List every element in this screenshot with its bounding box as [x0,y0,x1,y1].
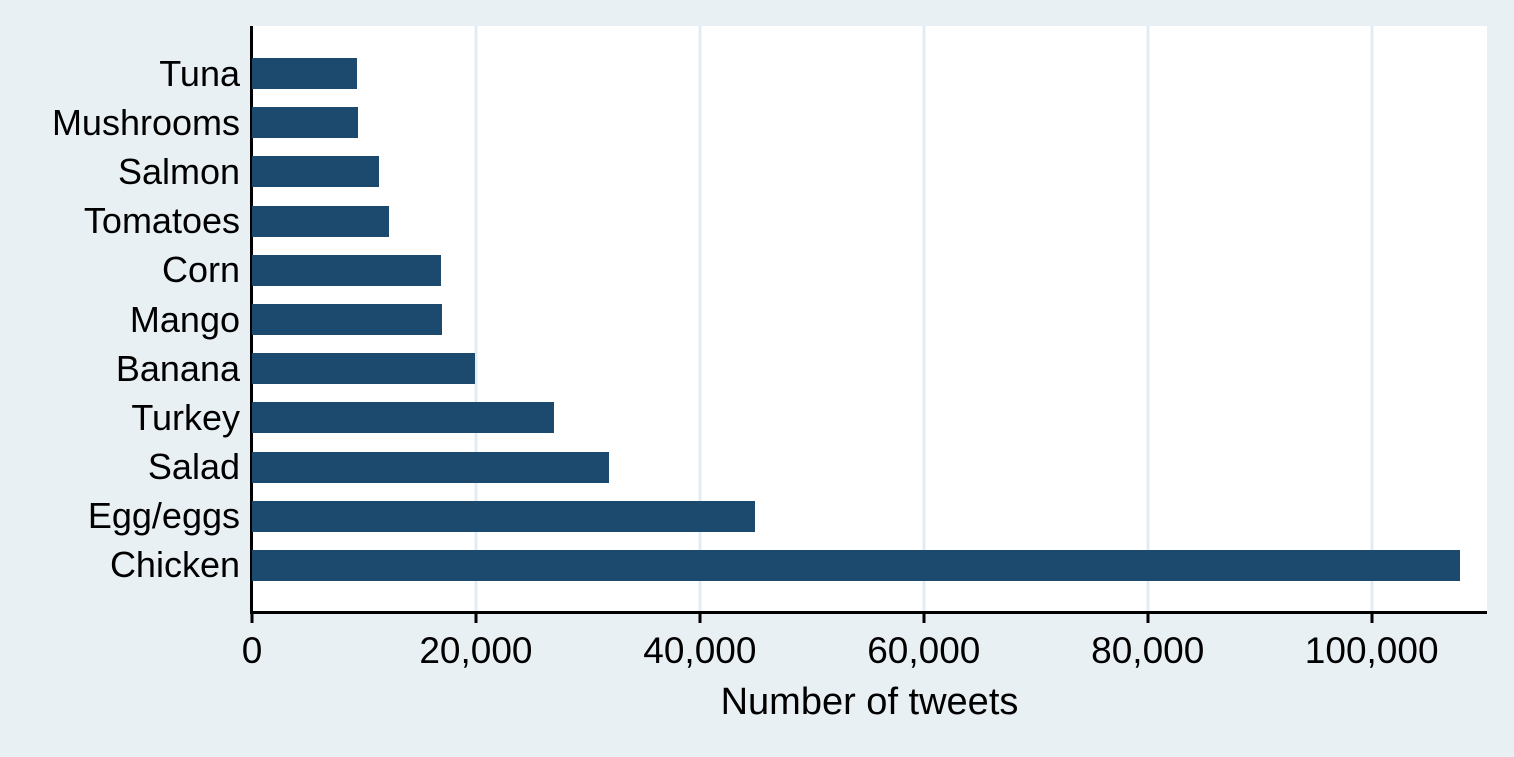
category-label: Tomatoes [83,200,240,242]
bar-tuna [252,58,358,90]
category-label: Egg/eggs [87,495,240,537]
category-label: Banana [115,347,240,389]
bar-row [252,98,1487,147]
bar-egg-eggs [252,500,755,532]
bar-tomatoes [252,205,389,237]
x-tick-mark [474,614,478,623]
bar-corn [252,254,442,286]
category-label: Turkey [131,396,240,438]
x-axis-ticks: 0 20,000 40,000 60,000 80,000 100,000 [242,614,1487,694]
bar-turkey [252,402,555,434]
gridline [922,26,926,613]
category-label: Salad [147,446,240,488]
bar-row [252,344,1487,393]
bar-row [252,147,1487,196]
bar-row [252,295,1487,344]
x-tick-mark [1370,614,1374,623]
bar-salmon [252,156,379,188]
category-label: Tuna [159,52,240,94]
x-tick-label: 60,000 [867,630,981,671]
gridline [474,26,478,613]
category-label: Chicken [109,544,240,586]
category-label: Mushrooms [51,101,240,143]
category-label: Salmon [117,150,240,192]
bar-row [252,443,1487,492]
x-tick-mark [698,614,702,623]
x-tick-label: 40,000 [643,630,757,671]
x-tick-mark [922,614,926,623]
gridlines [252,26,1487,613]
x-tick-mark [250,614,254,623]
bar-row [252,492,1487,541]
bar-mango [252,304,443,336]
bar-row [252,49,1487,98]
bar-chicken [252,549,1461,581]
x-tick-mark [1146,614,1150,623]
bar-banana [252,353,475,385]
bar-salad [252,451,610,483]
y-axis-line [250,26,253,614]
bar-row [252,541,1487,590]
x-axis-title: Number of tweets [720,681,1019,723]
gridline [1146,26,1150,613]
category-label: Corn [161,249,240,291]
x-tick-label: 80,000 [1091,630,1205,671]
plot-area [252,26,1487,613]
x-axis-line [250,611,1487,614]
bar-rows [252,26,1487,613]
bar-row [252,197,1487,246]
bar-row [252,246,1487,295]
x-tick-label: 20,000 [419,630,533,671]
gridline [1370,26,1374,613]
y-axis-category-labels: Tuna Mushrooms Salmon Tomatoes Corn Mango Bana… [0,26,252,613]
bar-mushrooms [252,107,359,139]
category-label: Mango [129,298,240,340]
bar-row [252,393,1487,442]
x-tick-label: 100,000 [1304,630,1439,671]
gridline [698,26,702,613]
x-tick-label: 0 [241,630,263,671]
